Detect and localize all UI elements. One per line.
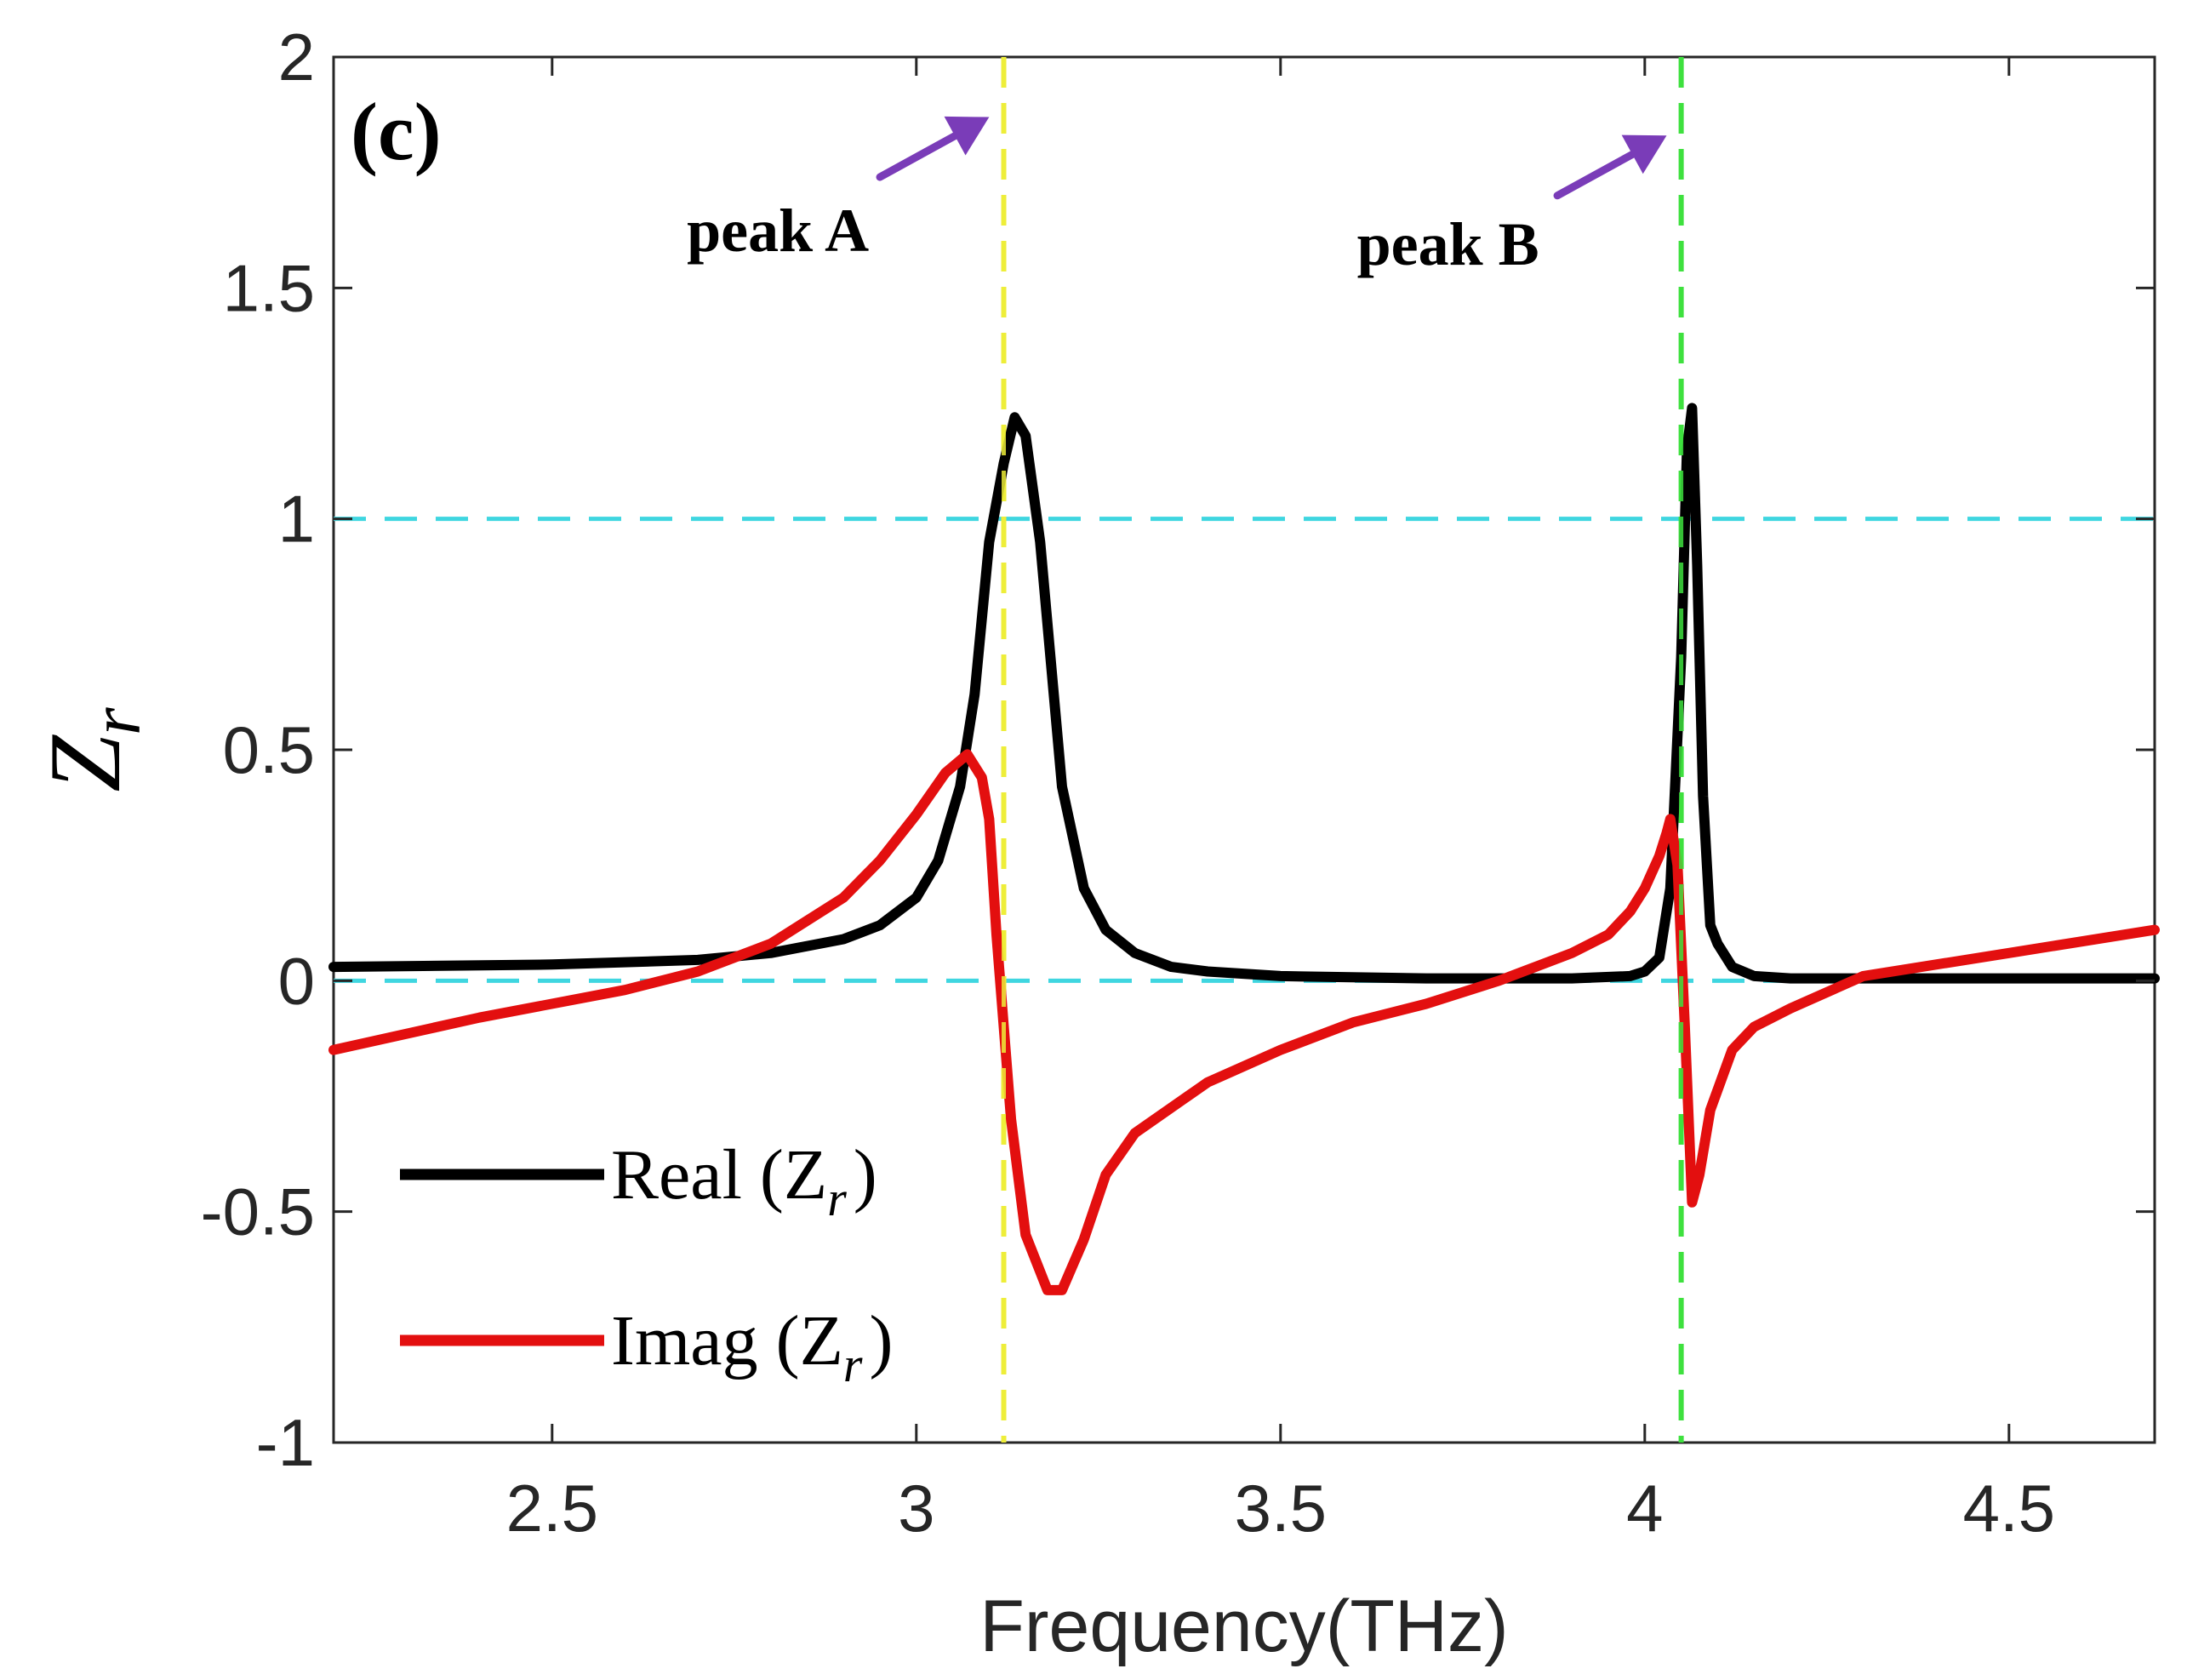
legend-label-suffix: ) xyxy=(854,1135,877,1214)
legend-label-main: Imag (Z xyxy=(611,1301,843,1380)
x-tick-label: 3 xyxy=(898,1471,934,1546)
x-tick-label: 4.5 xyxy=(1963,1471,2055,1546)
y-tick-label: 0 xyxy=(278,943,315,1018)
legend-label-suffix: ) xyxy=(869,1301,893,1380)
y-tick-label: -1 xyxy=(256,1405,315,1480)
y-axis-label-main: Z xyxy=(28,734,141,792)
peak-label-a: peak A xyxy=(687,197,869,265)
series-layer xyxy=(328,57,2160,1443)
x-axis-label: Frequency(THz) xyxy=(979,1586,1508,1667)
x-tick-label: 3.5 xyxy=(1235,1471,1327,1546)
peak-arrow-shaft xyxy=(876,132,959,181)
axis-ticks: 2.5 3 3.5 4 4.5 -1 -0.5 0 0.5 1 1.5 2 xyxy=(201,20,2155,1546)
legend-label-imag: Imag (Zr) xyxy=(611,1301,893,1392)
y-tick-label: 2 xyxy=(278,20,315,94)
x-tick-label: 4 xyxy=(1626,1471,1663,1546)
y-tick-label: -0.5 xyxy=(201,1174,315,1249)
legend-label-sub: r xyxy=(843,1337,863,1392)
annotations: peak A peak B xyxy=(687,116,1667,278)
y-axis-label: Zr xyxy=(28,707,156,792)
x-tick-label: 2.5 xyxy=(506,1471,598,1546)
peak-arrow-shaft xyxy=(1553,150,1636,200)
legend: Real (Zr)Imag (Zr) xyxy=(400,1135,893,1392)
peak-arrow-head xyxy=(944,116,990,156)
y-tick-label: 1.5 xyxy=(223,250,315,325)
y-tick-label: 0.5 xyxy=(223,712,315,787)
peak-arrow-head xyxy=(1621,134,1667,174)
y-tick-label: 1 xyxy=(278,482,315,557)
series-line-real xyxy=(328,403,2160,984)
legend-label-main: Real (Z xyxy=(611,1135,827,1214)
peak-label-b: peak B xyxy=(1357,210,1539,278)
legend-label-sub: r xyxy=(827,1171,847,1226)
y-axis-label-sub: r xyxy=(77,707,156,735)
series-line-imag xyxy=(328,749,2160,1295)
legend-label-real: Real (Zr) xyxy=(611,1135,877,1226)
panel-label: (c) xyxy=(351,86,442,177)
